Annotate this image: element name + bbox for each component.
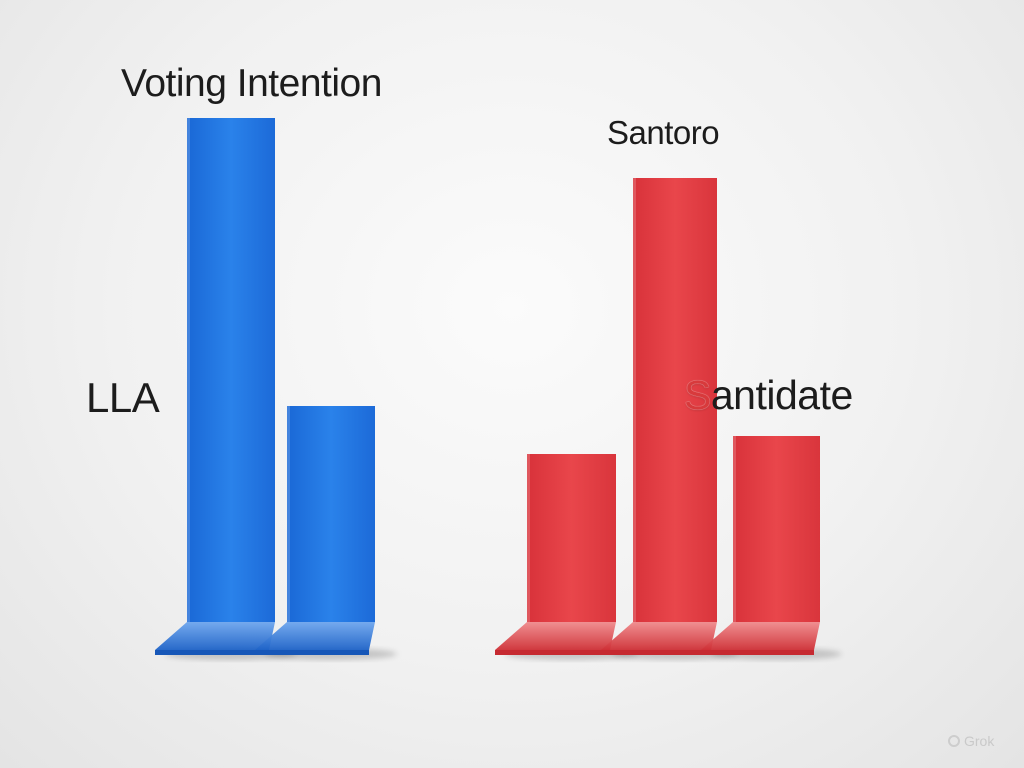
annotation-label: Santidate [684, 372, 853, 419]
bar-santoro-3 [701, 436, 842, 660]
bars-layer [155, 118, 842, 660]
watermark-text: Grok [964, 733, 995, 749]
bar-santoro-1 [495, 454, 639, 660]
annotation-label-first-letter: S [684, 372, 711, 418]
group-label-santoro: Santoro [607, 114, 720, 151]
bar-lla-1 [155, 118, 297, 660]
chart-title: Voting Intention [121, 62, 382, 105]
group-label-lla: LLA [86, 374, 160, 421]
bar-lla-2 [255, 406, 397, 660]
grok-logo-icon [948, 735, 960, 747]
watermark: Grok [948, 733, 994, 749]
bar-santoro-2 [601, 178, 738, 660]
annotation-label-rest: antidate [710, 372, 853, 418]
